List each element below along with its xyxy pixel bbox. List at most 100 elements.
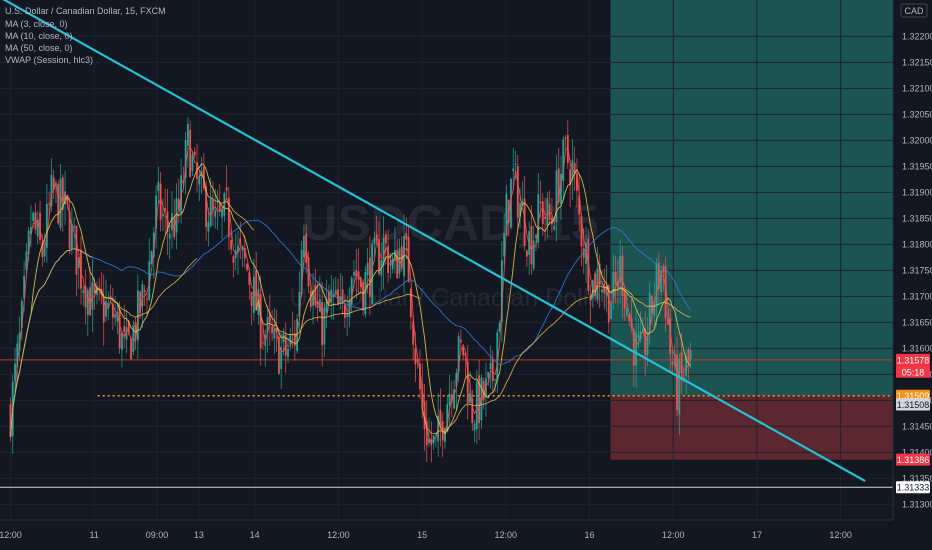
candle-body <box>39 212 41 240</box>
candle-body <box>660 269 663 293</box>
legend-ma-50[interactable]: MA (50, close, 0) <box>5 43 73 53</box>
currency-button[interactable] <box>900 3 928 18</box>
candle-body <box>114 314 117 318</box>
legend-ma-3[interactable]: MA (3, close, 0) <box>5 19 68 29</box>
candle-body <box>166 211 169 233</box>
candle-body <box>653 301 656 316</box>
position-stop-zone[interactable] <box>610 395 893 460</box>
candle-body <box>32 212 35 222</box>
candle-body <box>227 197 230 238</box>
candle-body <box>268 312 271 324</box>
candle-body <box>118 308 121 349</box>
symbol-header: U.S. Dollar / Canadian Dollar, 15, FXCM <box>5 6 166 16</box>
candle-body <box>689 350 692 359</box>
candle-body <box>175 198 178 233</box>
candle-body <box>585 242 587 264</box>
price-tick-label: 1.31450 <box>902 421 932 431</box>
candle-body <box>621 255 624 297</box>
candle-body <box>555 170 558 222</box>
candle-body <box>682 376 685 379</box>
candle-body <box>155 195 157 229</box>
candle-body <box>139 291 142 314</box>
candle-body <box>453 389 455 409</box>
candle-body <box>530 225 533 265</box>
position-target-zone[interactable] <box>610 0 893 396</box>
candle-body <box>651 295 653 314</box>
candle-body <box>421 383 424 409</box>
trendline-drawing[interactable] <box>0 0 866 482</box>
candle-body <box>601 289 603 293</box>
candle-body <box>205 186 208 228</box>
legend-vwap[interactable]: VWAP (Session, hlc3) <box>5 55 93 65</box>
candle-body <box>191 154 194 171</box>
candle-body <box>34 212 37 230</box>
candle-body <box>127 320 130 333</box>
candle-body <box>111 303 114 318</box>
candle-body <box>316 302 319 308</box>
price-badge-label: 1.31509 <box>897 391 930 401</box>
candle-body <box>271 326 273 334</box>
candle-body <box>662 265 665 273</box>
indicator-lines <box>10 145 692 444</box>
candle-body <box>98 286 101 287</box>
candle-body <box>280 347 283 369</box>
time-tick-label: 12:00 <box>829 530 852 540</box>
candle-body <box>503 233 506 257</box>
long-position-tool[interactable] <box>610 0 893 460</box>
candle-body <box>562 139 565 182</box>
candle-body <box>232 256 235 263</box>
candle-body <box>553 225 556 230</box>
candle-body <box>96 286 98 295</box>
trendline[interactable] <box>0 0 866 482</box>
candle-body <box>471 398 474 424</box>
candle-body <box>212 200 214 211</box>
candle-body <box>628 314 631 322</box>
candle-body <box>296 318 299 351</box>
price-tick-label: 1.31300 <box>902 499 932 509</box>
candle-body <box>610 304 612 319</box>
time-axis-background <box>0 520 893 550</box>
candle-body <box>239 238 242 246</box>
candle-body <box>576 173 578 191</box>
candle-body <box>36 219 39 237</box>
candle-body <box>161 213 164 217</box>
candle-body <box>500 260 503 322</box>
candle-body <box>455 372 458 387</box>
candle-body <box>623 292 626 309</box>
time-tick-label: 17 <box>752 530 762 540</box>
candle-body <box>685 356 688 377</box>
candle-body <box>59 178 62 228</box>
candle-body <box>375 234 378 241</box>
candle-body <box>564 137 567 139</box>
candle-body <box>141 284 144 307</box>
price-axis[interactable]: 1.313001.313501.314001.314501.315001.315… <box>892 0 932 520</box>
candle-body <box>182 180 185 184</box>
candle-body <box>77 257 80 269</box>
candle-body <box>389 262 392 266</box>
candle-body <box>64 191 66 205</box>
candle-body <box>177 199 180 210</box>
candle-body <box>394 250 396 261</box>
candle-body <box>537 194 540 243</box>
candle-body <box>14 363 16 382</box>
candle-body <box>323 307 326 345</box>
candle-body <box>582 248 585 258</box>
candle-body <box>598 263 601 286</box>
price-tick-label: 1.32200 <box>902 31 932 41</box>
candle-body <box>45 203 48 248</box>
time-axis[interactable]: 12:00 11 09:00 13 14 12:00 15 12:00 16 12:00 17 12:… <box>0 519 893 550</box>
candle-body <box>489 362 492 370</box>
currency-label: CAD <box>904 6 924 16</box>
candle-body <box>398 248 401 274</box>
candle-body <box>339 296 342 303</box>
price-badge-label: 05:18 <box>902 367 925 377</box>
horizontal-levels[interactable] <box>0 359 893 488</box>
time-tick-label: 14 <box>250 530 260 540</box>
candle-body <box>669 318 672 355</box>
candle-body <box>30 227 32 234</box>
legend-ma-10[interactable]: MA (10, close, 0) <box>5 31 73 41</box>
candle-body <box>300 250 303 295</box>
candle-body <box>655 263 658 308</box>
candle-body <box>321 302 324 346</box>
